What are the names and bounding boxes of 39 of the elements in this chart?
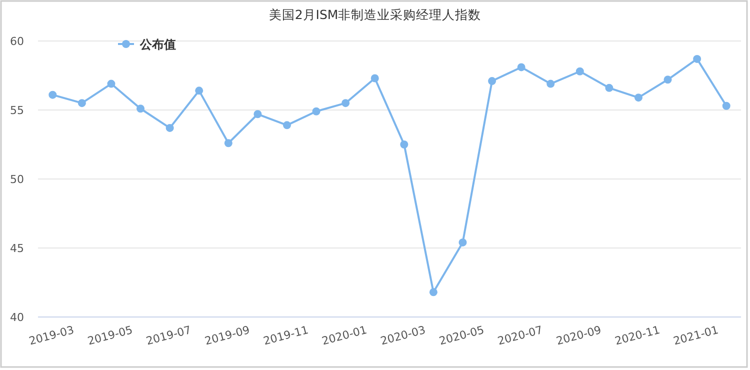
point bbox=[254, 110, 262, 118]
point bbox=[517, 63, 526, 72]
x-tick-label: 2019-11 bbox=[262, 323, 310, 348]
point bbox=[429, 288, 438, 296]
point bbox=[693, 54, 702, 63]
y-tick-label: 60 bbox=[10, 35, 24, 48]
point bbox=[166, 124, 174, 132]
point bbox=[634, 94, 642, 102]
point bbox=[488, 77, 496, 86]
x-tick-label: 2019-09 bbox=[203, 323, 252, 348]
point bbox=[48, 90, 57, 99]
point bbox=[576, 67, 584, 76]
point bbox=[400, 140, 408, 148]
y-tick-label: 45 bbox=[10, 242, 24, 255]
x-tick-label: 2020-09 bbox=[554, 323, 603, 348]
point bbox=[664, 76, 672, 84]
y-tick-label: 40 bbox=[10, 311, 24, 324]
point bbox=[370, 74, 379, 82]
legend-label: 公布值 bbox=[139, 38, 176, 52]
x-tick-label: 2020-03 bbox=[379, 323, 427, 348]
x-tick-label: 2019-03 bbox=[28, 323, 76, 348]
x-tick-label: 2020-11 bbox=[613, 323, 662, 348]
point bbox=[605, 84, 614, 92]
point bbox=[458, 238, 467, 246]
chart-title: 美国2月ISM非制造业采购经理人指数 bbox=[268, 7, 482, 22]
x-tick-label: 2021-01 bbox=[672, 323, 720, 348]
point bbox=[282, 121, 291, 130]
point bbox=[546, 80, 555, 88]
point bbox=[312, 107, 320, 116]
point bbox=[722, 102, 730, 110]
y-tick-label: 55 bbox=[10, 104, 24, 117]
x-tick-label: 2020-01 bbox=[320, 323, 368, 348]
y-tick-label: 50 bbox=[10, 173, 24, 186]
point bbox=[107, 80, 116, 88]
point bbox=[195, 86, 204, 95]
point bbox=[136, 104, 145, 113]
point bbox=[224, 139, 232, 148]
point bbox=[342, 99, 350, 108]
point bbox=[78, 99, 86, 108]
